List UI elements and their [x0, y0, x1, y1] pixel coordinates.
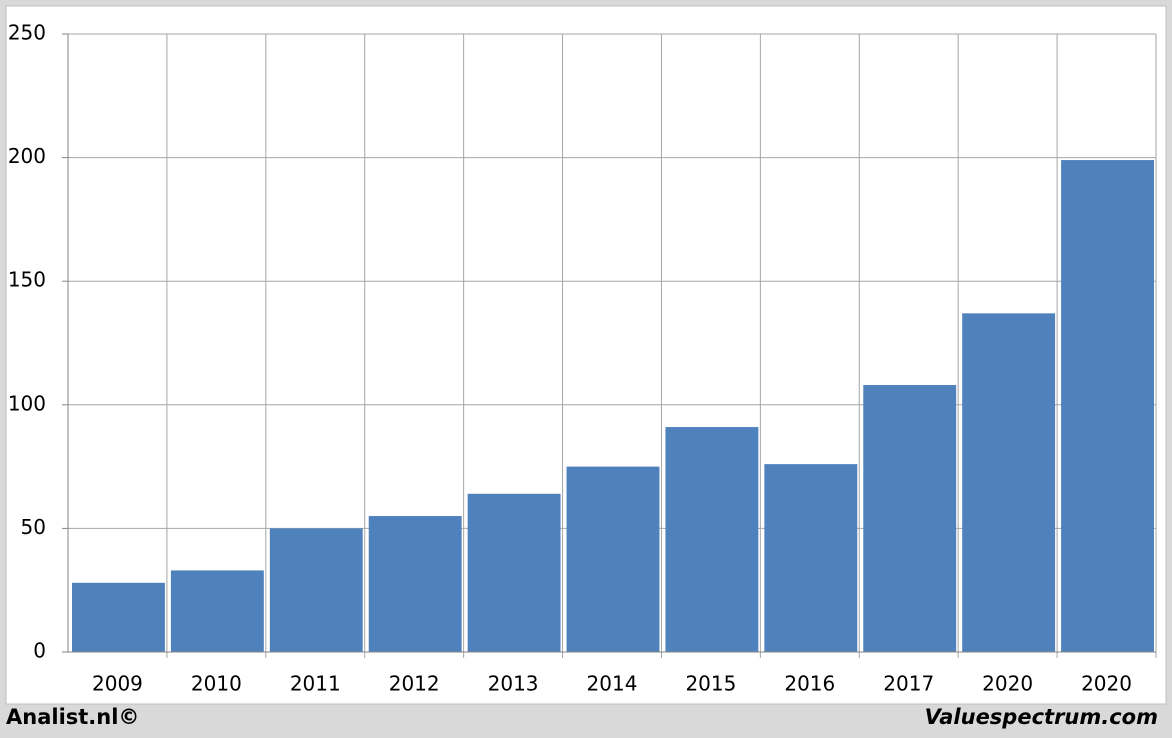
- y-tick-label: 250: [8, 21, 46, 45]
- x-tick-label: 2017: [883, 672, 934, 696]
- y-tick-label: 150: [8, 268, 46, 292]
- x-tick-label: 2010: [191, 672, 242, 696]
- y-tick-label: 50: [21, 515, 46, 539]
- bar: [566, 466, 660, 652]
- x-tick-label: 2014: [587, 672, 638, 696]
- bar: [665, 427, 759, 652]
- bar: [863, 385, 957, 652]
- x-tick-label: 2009: [92, 672, 143, 696]
- x-tick-label: 2020: [1081, 672, 1132, 696]
- bar: [467, 493, 561, 652]
- y-tick-label: 0: [33, 639, 46, 663]
- x-tick-label: 2011: [290, 672, 341, 696]
- x-tick-label: 2012: [389, 672, 440, 696]
- x-tick-label: 2016: [784, 672, 835, 696]
- bar: [170, 570, 264, 652]
- x-tick-label: 2013: [488, 672, 539, 696]
- bar: [764, 464, 858, 652]
- x-tick-label: 2020: [982, 672, 1033, 696]
- bar: [962, 313, 1056, 652]
- x-tick-label: 2015: [685, 672, 736, 696]
- credit-label: Valuespectrum.com: [925, 705, 1158, 729]
- bar: [72, 582, 165, 652]
- bar: [269, 528, 363, 652]
- y-tick-label: 100: [8, 391, 46, 415]
- bar: [1061, 160, 1154, 652]
- source-label: Analist.nl©: [6, 705, 139, 729]
- bar: [368, 516, 462, 652]
- y-tick-label: 200: [8, 144, 46, 168]
